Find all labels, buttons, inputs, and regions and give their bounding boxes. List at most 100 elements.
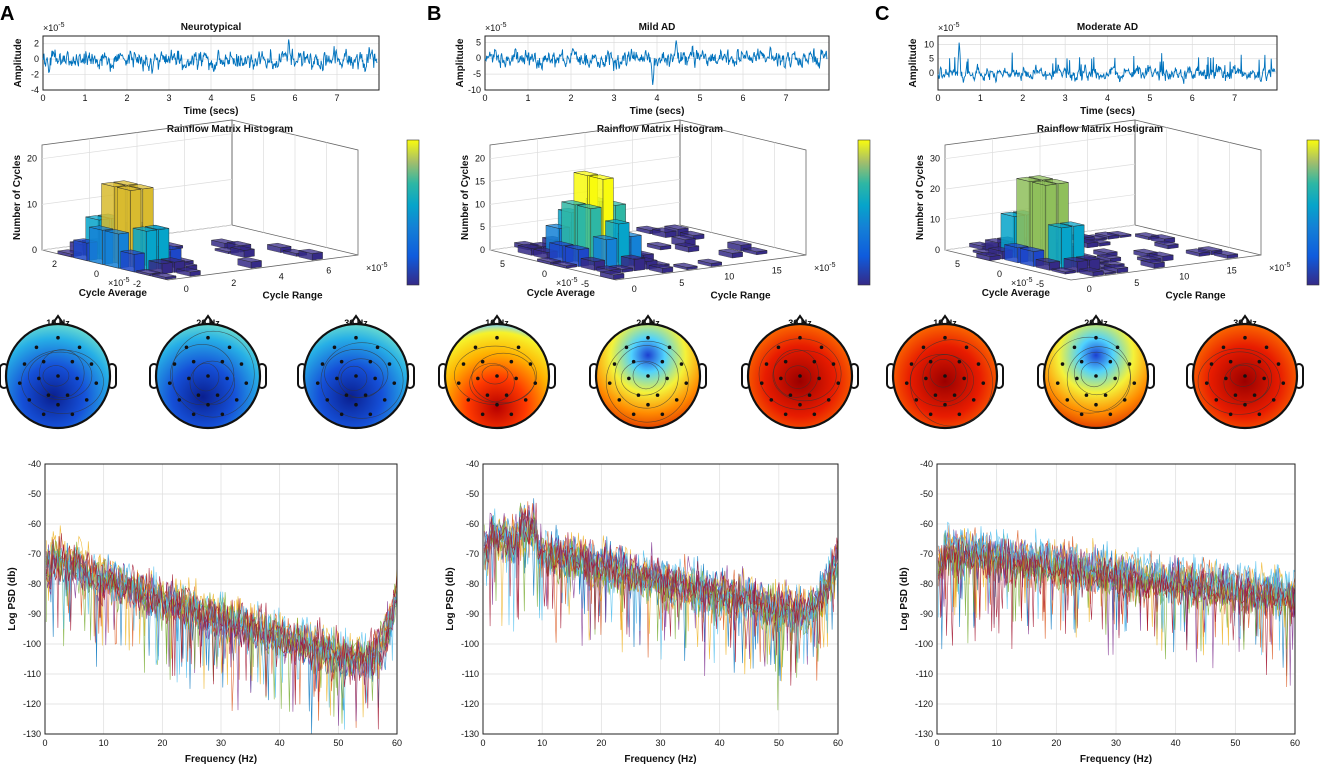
rainflow-histogram: Rainflow Matrix Hostigram 0 10 20 30 Number o… [915, 119, 1320, 301]
x-tick-label: 50 [1230, 738, 1240, 748]
histogram-bar-top [1198, 246, 1223, 252]
electrode-dot [495, 374, 499, 378]
x-tick-label: 4 [208, 93, 213, 103]
histogram-bar-top [1048, 223, 1072, 229]
electrode-dot [354, 402, 358, 407]
topomap-30hz: 30 Hz [741, 314, 859, 430]
y-tick-label: -110 [916, 669, 933, 679]
histogram-bar-top [1079, 267, 1104, 273]
electrode-dot [636, 393, 641, 397]
x-tick-label: 40 [715, 738, 725, 748]
electrode-dot [1228, 359, 1233, 364]
side-wall [231, 119, 359, 256]
electrode-dot [373, 376, 377, 381]
contour-line [320, 342, 404, 419]
x-tick-label: 40 [1171, 738, 1181, 748]
contour-line [773, 349, 819, 398]
x-tick-label: 15 [772, 265, 782, 275]
electrode-dot [964, 345, 969, 350]
electrode-dot [798, 374, 802, 378]
nose-marker [1088, 314, 1104, 327]
histogram-bar-top [145, 224, 169, 230]
y-tick-label: -60 [28, 519, 41, 529]
y-tick-label: -80 [28, 579, 41, 589]
y-exponent-label: ×10-5 [938, 22, 960, 33]
x-axis-label: Time (secs) [630, 106, 685, 117]
electrode-dot [41, 412, 46, 417]
electrode-dot [909, 362, 914, 366]
contour-line [1229, 364, 1257, 387]
contour-line [1197, 348, 1281, 415]
electrode-dot [976, 362, 981, 366]
electrode-dot [1072, 345, 1077, 350]
x-tick-label: 0 [184, 284, 189, 294]
chart-title: Mild AD [639, 22, 676, 33]
psd-series [937, 538, 1296, 676]
x-tick-label: 5 [1134, 278, 1139, 288]
electrode-dot [914, 398, 919, 402]
x-tick-label: 30 [655, 738, 665, 748]
y-tick-label: -110 [24, 669, 41, 679]
electrode-dot [77, 345, 82, 350]
contour-line [614, 345, 679, 409]
psd-chart: 0 10 20 30 40 50 60 -40 -50 -60 -70 -80 -90 -100 -110 -… [7, 459, 402, 765]
electrode-dot [1233, 393, 1238, 397]
histogram-bar-top [1035, 257, 1060, 263]
electrode-dot [812, 412, 817, 417]
x-tick-label: 15 [1227, 265, 1237, 275]
electrode-dot [646, 335, 650, 340]
histogram-bar-top [577, 203, 602, 209]
electrode-dot [952, 393, 957, 397]
colorbar [406, 139, 420, 286]
z-axis-label: Number of Cycles [12, 155, 23, 240]
electrode-dot [56, 335, 60, 340]
y-tick-label: -50 [466, 489, 479, 499]
contour-line [784, 365, 812, 389]
contour-line [324, 349, 389, 398]
electrode-dot [1276, 362, 1281, 366]
electrode-dot [387, 362, 392, 366]
electrode-dot [788, 393, 793, 397]
chart-title: Neurotypical [181, 22, 242, 33]
x-axis-label: Time (secs) [1080, 106, 1135, 117]
psd-chart: 0 10 20 30 40 50 60 -40 -50 -60 -70 -80 -90 -100 -110 -… [445, 459, 843, 765]
contour-line [772, 350, 837, 402]
electrode-dot [220, 412, 225, 417]
contour-line [28, 351, 93, 400]
contour-line [909, 354, 974, 407]
electrode-dot [817, 376, 821, 381]
histogram-bar-top [1150, 234, 1175, 240]
side-wall [679, 119, 807, 256]
contour-line [340, 365, 368, 391]
z-tick-label: 5 [480, 222, 485, 232]
electrode-dot [943, 374, 947, 378]
electrode-dot [1243, 335, 1247, 340]
y-axis-label: Cycle Average [982, 288, 1051, 299]
nose-marker [50, 314, 66, 327]
electrode-dot [624, 345, 629, 350]
electrode-dot [368, 412, 373, 417]
x-tick-label: 5 [679, 278, 684, 288]
x-tick-label: 1 [978, 93, 983, 103]
x-tick-label: 60 [392, 738, 402, 748]
nose-marker [1237, 314, 1253, 327]
electrode-dot [1113, 376, 1117, 381]
electrode-dot [354, 335, 358, 340]
electrode-dot [368, 359, 373, 364]
histogram-bar-top [1154, 240, 1179, 246]
x-tick-label: 4 [279, 272, 284, 282]
histogram-bar-top [605, 219, 630, 225]
histogram-bar-top [589, 174, 614, 180]
electrode-dot [1055, 381, 1060, 385]
x-exponent-label: ×10-5 [1269, 262, 1291, 273]
electrode-dot [631, 359, 636, 364]
psd-series [483, 512, 839, 668]
electrode-dot [22, 362, 27, 366]
histogram-bar-top [596, 265, 621, 271]
histogram-bar-top [160, 257, 185, 263]
histogram-bar-top [1104, 264, 1128, 269]
electrode-dot [1243, 374, 1247, 378]
topomap-10hz: 10 Hz [0, 314, 117, 430]
y-exponent-label: ×10-5 [1011, 277, 1033, 288]
electrode-dot [665, 376, 669, 381]
